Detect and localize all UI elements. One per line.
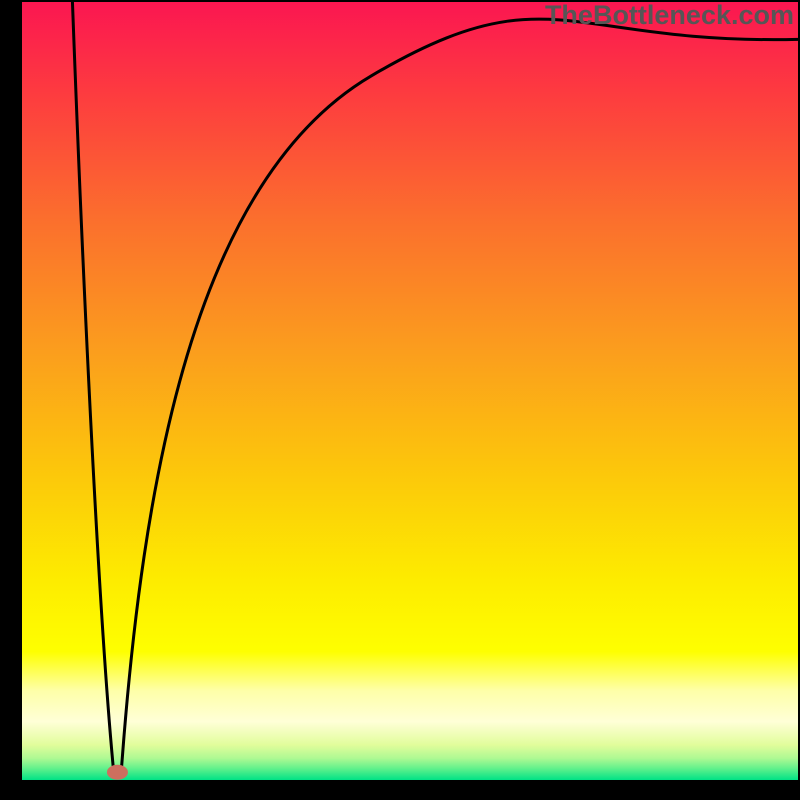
bottleneck-curve	[22, 2, 798, 780]
watermark-text: TheBottleneck.com	[545, 0, 794, 31]
curve-line	[72, 2, 798, 771]
plot-area	[22, 2, 798, 780]
minimum-marker	[107, 765, 127, 779]
chart-container: TheBottleneck.com	[0, 0, 800, 800]
